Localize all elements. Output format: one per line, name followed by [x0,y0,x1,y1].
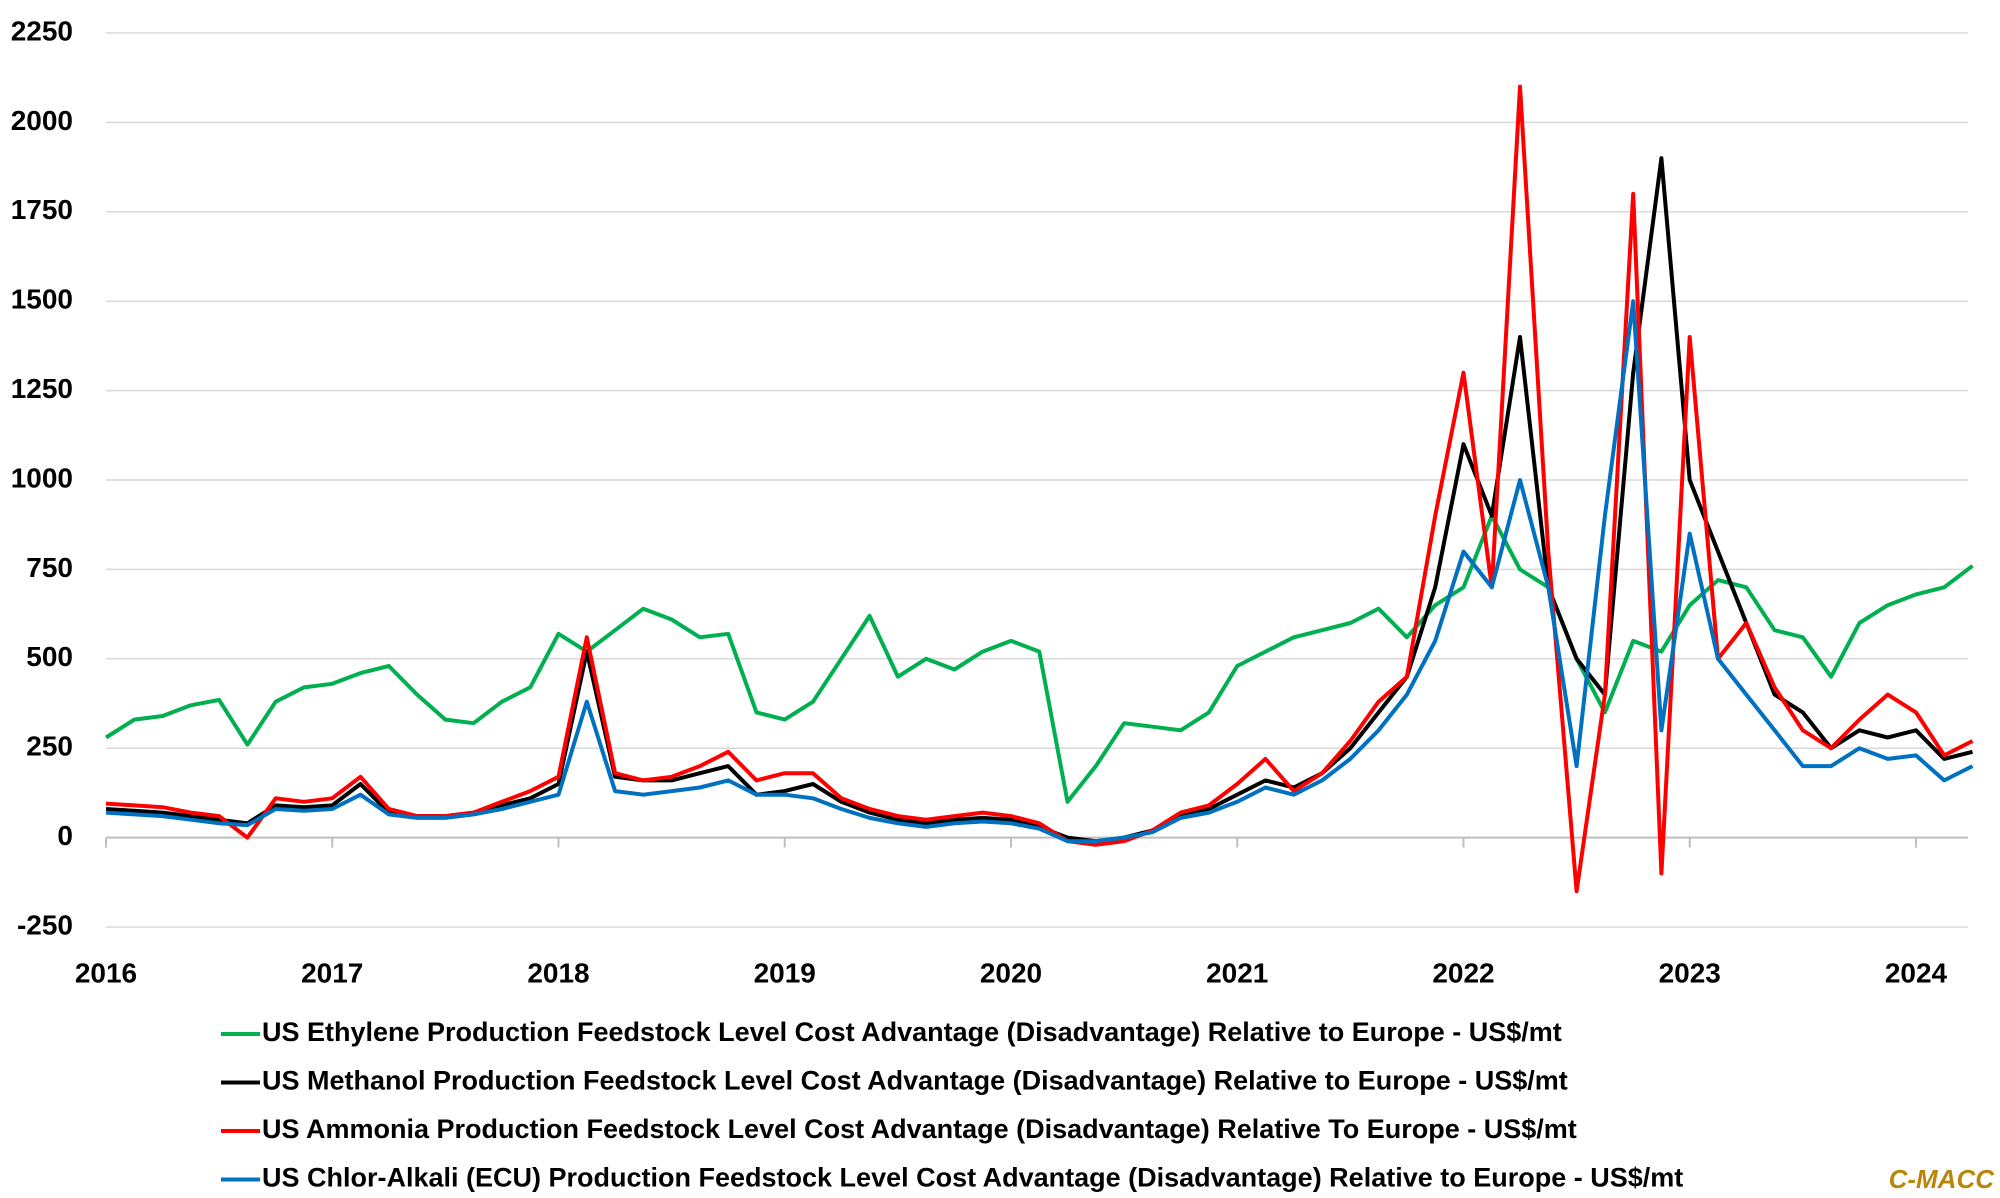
x-tick-label: 2018 [527,957,589,988]
x-tick-label: 2024 [1885,957,1948,988]
x-tick-label: 2017 [301,957,363,988]
legend-label: US Chlor-Alkali (ECU) Production Feedsto… [262,1163,1683,1193]
legend-label: US Methanol Production Feedstock Level C… [262,1066,1568,1096]
x-tick-label: 2020 [980,957,1042,988]
y-tick-label: -250 [17,909,73,940]
y-tick-label: 750 [26,552,73,583]
y-tick-label: 500 [26,641,73,672]
y-tick-label: 250 [26,731,73,762]
x-tick-label: 2023 [1659,957,1721,988]
y-tick-label: 1000 [11,462,73,493]
legend-label: US Ethylene Production Feedstock Level C… [262,1017,1562,1047]
y-tick-label: 1750 [11,194,73,225]
y-tick-label: 0 [57,820,73,851]
x-tick-label: 2016 [75,957,137,988]
series-line [105,299,1974,844]
x-tick-label: 2021 [1206,957,1268,988]
x-tick-label: 2019 [754,957,816,988]
legend-label: US Ammonia Production Feedstock Level Co… [262,1114,1577,1144]
y-tick-label: 1500 [11,284,73,315]
y-tick-label: 2250 [11,15,73,46]
watermark: C-MACC [1889,1164,1996,1193]
series-line [104,513,1974,804]
x-tick-label: 2022 [1432,957,1494,988]
y-tick-label: 2000 [11,105,73,136]
y-tick-label: 1250 [11,373,73,404]
